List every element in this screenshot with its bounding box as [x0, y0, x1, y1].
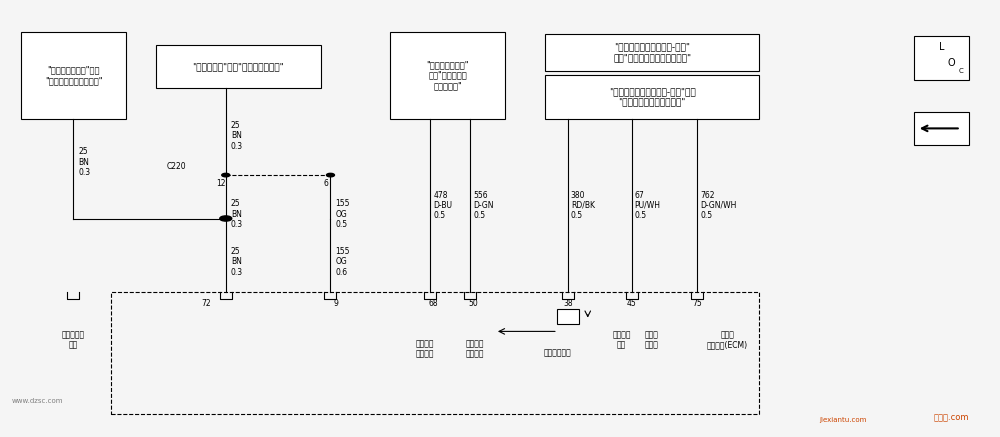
Text: 556
D-GN
0.5: 556 D-GN 0.5	[473, 191, 494, 220]
Text: 67
PU/WH
0.5: 67 PU/WH 0.5	[635, 191, 661, 220]
Text: 25
BN
0.3: 25 BN 0.3	[231, 247, 243, 277]
Text: www.dzsc.com: www.dzsc.com	[11, 398, 63, 404]
Text: "暖风、通风与空调系统-手动"
中的"暖风、通风与空调示意图": "暖风、通风与空调系统-手动" 中的"暖风、通风与空调示意图"	[613, 43, 691, 62]
Text: 72: 72	[201, 299, 211, 308]
Bar	[545, 75, 759, 118]
Text: 空调吸压
控制: 空调吸压 控制	[612, 330, 631, 350]
Text: 25
BN
0.3: 25 BN 0.3	[231, 199, 243, 229]
Bar	[156, 45, 320, 88]
Bar	[21, 32, 126, 118]
Text: 155
OG
0.6: 155 OG 0.6	[335, 247, 350, 277]
Text: 低速冷却
风扇控制: 低速冷却 风扇控制	[466, 339, 484, 358]
Text: 接线图.com: 接线图.com	[933, 413, 969, 423]
Text: 空调请
求信号: 空调请 求信号	[645, 330, 659, 350]
Text: C220: C220	[166, 162, 186, 171]
Bar	[390, 32, 505, 118]
Bar	[111, 292, 759, 414]
Text: 25
BN
0.3: 25 BN 0.3	[231, 121, 243, 151]
Text: 25
BN
0.3: 25 BN 0.3	[78, 147, 90, 177]
Text: 38: 38	[563, 299, 573, 308]
Circle shape	[326, 173, 334, 177]
Bar	[914, 36, 969, 80]
Text: 380
RD/BK
0.5: 380 RD/BK 0.5	[571, 191, 595, 220]
Text: 发动机
控制模块(ECM): 发动机 控制模块(ECM)	[707, 330, 748, 350]
Text: 762
D-GN/WH
0.5: 762 D-GN/WH 0.5	[700, 191, 737, 220]
Text: L: L	[939, 42, 944, 52]
Text: 12: 12	[216, 180, 226, 188]
Text: C: C	[959, 68, 964, 74]
Bar	[545, 34, 759, 71]
Text: 空调压力信号: 空调压力信号	[544, 349, 572, 357]
Text: 9: 9	[333, 299, 338, 308]
Text: 交流发电机
信号: 交流发电机 信号	[62, 330, 85, 350]
Text: "发动机冷却系统"
中的"发动机冷却
系统示意图": "发动机冷却系统" 中的"发动机冷却 系统示意图"	[426, 60, 469, 90]
Text: 68: 68	[428, 299, 438, 308]
Text: 6: 6	[323, 180, 328, 188]
Text: "发动机电气系统"中的
"起动和充电系统示意图": "发动机电气系统"中的 "起动和充电系统示意图"	[45, 66, 102, 85]
Text: "暖风、通风与空调系统-自动"中的
"暖风、通风与空调示意图": "暖风、通风与空调系统-自动"中的 "暖风、通风与空调示意图"	[609, 87, 695, 107]
Text: jiexiantu.com: jiexiantu.com	[819, 416, 866, 423]
Text: O: O	[947, 58, 955, 68]
Text: "显示和仪表"中的"组合仪表示意图": "显示和仪表"中的"组合仪表示意图"	[192, 62, 284, 71]
Text: 45: 45	[627, 299, 637, 308]
Bar	[557, 309, 579, 324]
Text: 75: 75	[693, 299, 702, 308]
Text: 155
OG
0.5: 155 OG 0.5	[335, 199, 350, 229]
Text: 50: 50	[468, 299, 478, 308]
Text: 高速冷却
风扇控制: 高速冷却 风扇控制	[416, 339, 434, 358]
Circle shape	[220, 216, 232, 221]
Text: 478
D-BU
0.5: 478 D-BU 0.5	[433, 191, 452, 220]
Bar	[914, 112, 969, 145]
Circle shape	[222, 173, 230, 177]
